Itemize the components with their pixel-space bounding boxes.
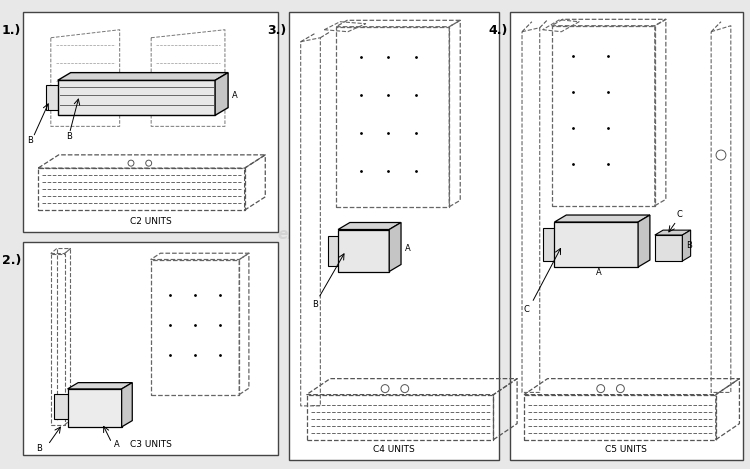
Polygon shape xyxy=(389,222,401,272)
Text: B: B xyxy=(36,444,42,453)
Polygon shape xyxy=(68,389,122,427)
Text: 4.): 4.) xyxy=(489,24,508,37)
Polygon shape xyxy=(655,230,691,235)
Text: B: B xyxy=(67,132,73,141)
Bar xyxy=(289,12,500,460)
Bar xyxy=(23,242,278,455)
Polygon shape xyxy=(215,73,228,115)
Polygon shape xyxy=(68,383,132,389)
Text: A: A xyxy=(232,91,238,100)
Polygon shape xyxy=(54,394,73,419)
Text: A: A xyxy=(114,440,119,449)
Bar xyxy=(510,12,742,460)
Polygon shape xyxy=(554,222,638,267)
Polygon shape xyxy=(338,222,401,229)
Polygon shape xyxy=(682,230,691,261)
Polygon shape xyxy=(46,85,60,110)
Polygon shape xyxy=(338,229,389,272)
Text: C: C xyxy=(524,305,530,314)
Text: C5 UNITS: C5 UNITS xyxy=(605,445,647,454)
Polygon shape xyxy=(554,215,650,222)
Text: B: B xyxy=(313,300,318,310)
Text: B: B xyxy=(27,136,33,145)
Polygon shape xyxy=(122,383,132,427)
Polygon shape xyxy=(543,228,556,261)
Polygon shape xyxy=(655,235,682,261)
Polygon shape xyxy=(328,235,340,265)
Text: A: A xyxy=(405,243,411,252)
Bar xyxy=(23,12,278,232)
Text: A: A xyxy=(596,268,602,277)
Text: 1.): 1.) xyxy=(2,24,21,37)
Text: C4 UNITS: C4 UNITS xyxy=(374,445,415,454)
Polygon shape xyxy=(58,73,228,80)
Text: 3.): 3.) xyxy=(268,24,287,37)
Text: C2 UNITS: C2 UNITS xyxy=(130,217,172,226)
Text: B: B xyxy=(686,241,692,250)
Polygon shape xyxy=(58,80,215,115)
Polygon shape xyxy=(638,215,650,267)
Text: eReplacementParts.com: eReplacementParts.com xyxy=(278,227,484,242)
Text: C3 UNITS: C3 UNITS xyxy=(130,440,172,449)
Text: C: C xyxy=(676,210,682,219)
Text: 2.): 2.) xyxy=(2,254,21,266)
